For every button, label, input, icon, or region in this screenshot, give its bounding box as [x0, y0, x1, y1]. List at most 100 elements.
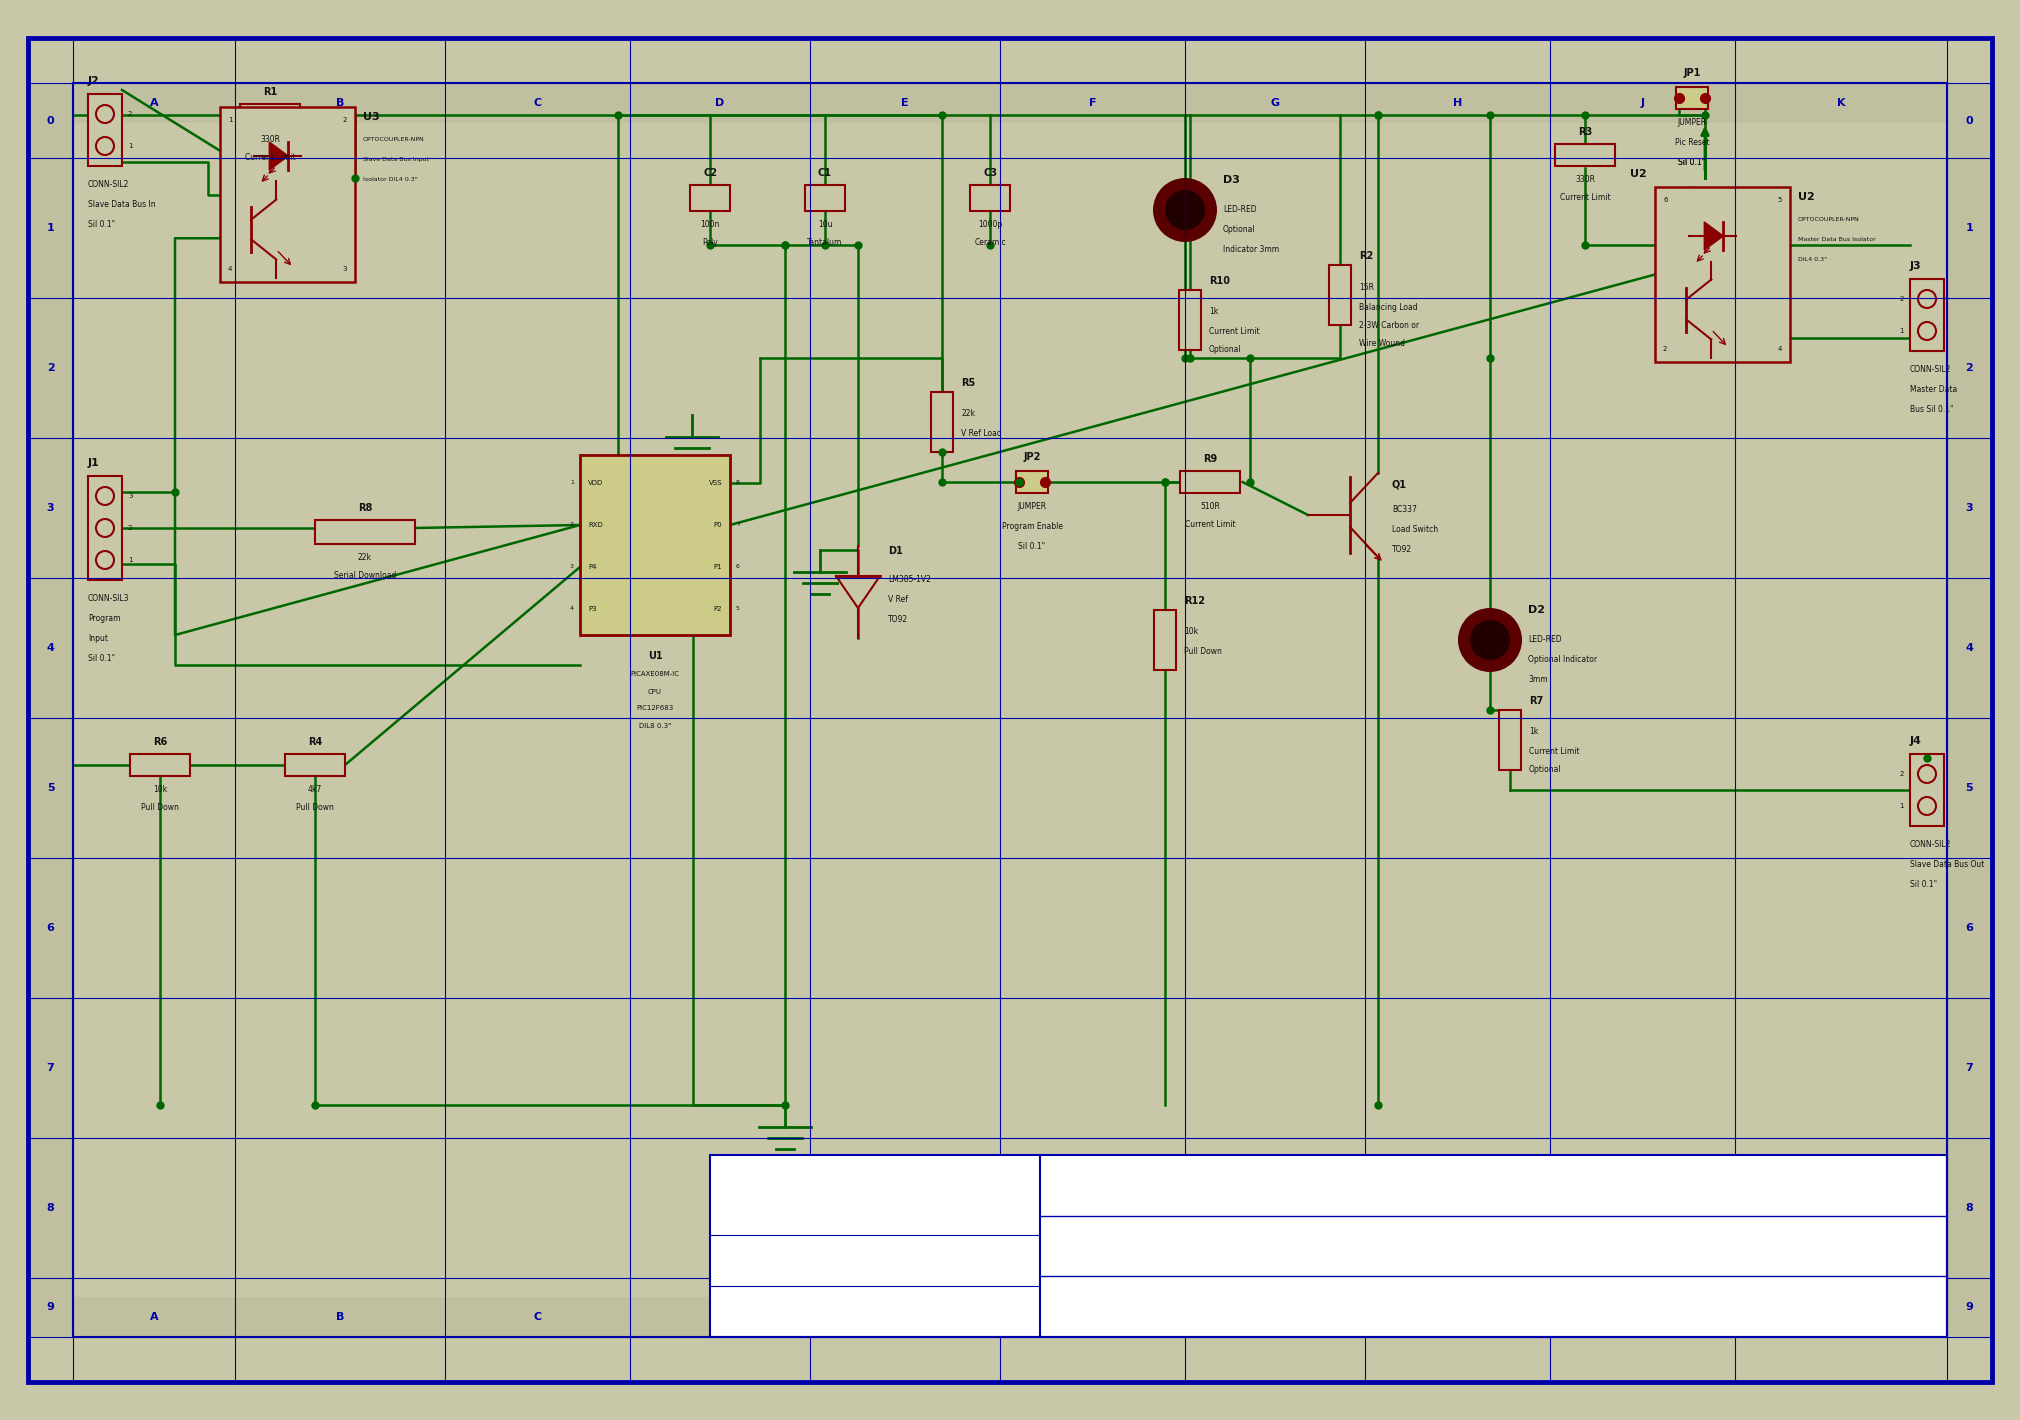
Text: Poly: Poly	[703, 239, 717, 247]
Text: 1: 1	[570, 480, 574, 486]
Bar	[28, 858, 73, 998]
Text: 5: 5	[46, 782, 55, 792]
Bar	[129, 754, 190, 775]
Text: 10u: 10u	[818, 220, 832, 229]
Text: Slave Data Bus Input: Slave Data Bus Input	[364, 158, 428, 162]
Text: 0: 0	[1965, 115, 1974, 125]
Polygon shape	[269, 142, 289, 170]
Text: Sil 0.1": Sil 0.1"	[1679, 158, 1705, 168]
Bar	[73, 82, 1947, 1338]
Bar	[1555, 143, 1616, 166]
Bar	[1735, 82, 1947, 124]
Text: CONN-SIL3: CONN-SIL3	[89, 594, 129, 604]
Text: 22k: 22k	[358, 552, 372, 562]
Text: Current Limit: Current Limit	[1559, 193, 1610, 202]
Text: 4: 4	[570, 606, 574, 612]
Bar	[806, 185, 844, 212]
Bar	[810, 1296, 1000, 1338]
Text: B: B	[335, 98, 343, 108]
Text: K: K	[1836, 98, 1844, 108]
Text: JUMPER: JUMPER	[1018, 503, 1046, 511]
Text: CPU: CPU	[648, 689, 663, 694]
Text: D3: D3	[1222, 175, 1240, 185]
Text: Master Data Bus Isolator: Master Data Bus Isolator	[1798, 237, 1877, 241]
Text: 8: 8	[46, 1203, 55, 1213]
Text: 6: 6	[1662, 197, 1666, 203]
Text: 1: 1	[127, 143, 133, 149]
Circle shape	[1166, 190, 1206, 230]
Text: 330R: 330R	[261, 135, 281, 143]
Text: 3: 3	[46, 503, 55, 513]
Text: (peter@solarvan.gotadsl.co.uk): (peter@solarvan.gotadsl.co.uk)	[798, 1262, 951, 1272]
Text: LED-RED: LED-RED	[1222, 204, 1256, 214]
Bar	[1000, 82, 1186, 124]
Text: V Ref Load: V Ref Load	[962, 429, 1002, 439]
Text: LM385-1V2: LM385-1V2	[889, 575, 931, 585]
Text: Optional Indicator: Optional Indicator	[1527, 655, 1598, 665]
Bar	[285, 754, 345, 775]
Bar	[1947, 437, 1992, 578]
Bar	[1180, 290, 1202, 349]
Circle shape	[1458, 608, 1521, 672]
Text: DIL4 0.3": DIL4 0.3"	[1798, 257, 1828, 263]
Text: C2: C2	[703, 168, 717, 178]
Text: 3mm: 3mm	[1527, 674, 1547, 684]
Text: Optional: Optional	[1222, 224, 1256, 234]
Text: RXD: RXD	[588, 523, 602, 528]
Polygon shape	[836, 577, 881, 608]
Bar	[1549, 82, 1735, 124]
Bar	[89, 476, 121, 579]
Bar	[1549, 1296, 1735, 1338]
Text: 7: 7	[46, 1064, 55, 1074]
Text: R12: R12	[1184, 596, 1206, 606]
Text: U2: U2	[1630, 169, 1646, 179]
Text: Ceramic: Ceramic	[974, 239, 1006, 247]
Text: Page:: Page:	[1054, 1287, 1087, 1296]
Text: Indicator 3mm: Indicator 3mm	[1222, 246, 1279, 254]
Text: 4: 4	[46, 643, 55, 653]
Bar	[28, 437, 73, 578]
Text: 4: 4	[1965, 643, 1974, 653]
Bar	[1735, 1296, 1947, 1338]
Text: Slave Data Bus Out: Slave Data Bus Out	[1911, 861, 1984, 869]
Text: BC337: BC337	[1392, 506, 1416, 514]
Text: JP2: JP2	[1024, 452, 1040, 462]
Text: P4: P4	[588, 564, 596, 569]
Text: 4: 4	[228, 266, 232, 273]
Text: R2: R2	[1359, 251, 1374, 261]
Bar	[630, 82, 810, 124]
Text: Sil 0.1": Sil 0.1"	[89, 655, 115, 663]
Text: 9/8/2008: 9/8/2008	[1095, 1198, 1139, 1208]
Text: R4: R4	[307, 737, 321, 747]
Text: 5: 5	[735, 606, 739, 612]
Text: R8: R8	[358, 503, 372, 513]
Text: 6: 6	[735, 565, 739, 569]
Text: Sil 0.1": Sil 0.1"	[1679, 158, 1705, 168]
Text: A: A	[149, 1312, 158, 1322]
Text: Sil 0.1": Sil 0.1"	[89, 220, 115, 229]
Text: CONN-SIL2: CONN-SIL2	[1911, 841, 1951, 849]
Text: F: F	[1089, 1312, 1097, 1322]
Text: Sil 0.1": Sil 0.1"	[1911, 880, 1937, 889]
Text: 3: 3	[127, 493, 133, 498]
Text: C3: C3	[984, 168, 998, 178]
Bar	[1947, 858, 1992, 998]
Text: Sil 0.1": Sil 0.1"	[1018, 542, 1046, 551]
Text: 2: 2	[343, 116, 347, 124]
Text: P2: P2	[713, 606, 721, 612]
Text: G: G	[1271, 98, 1279, 108]
Text: 2: 2	[1662, 346, 1666, 352]
Text: C1: C1	[818, 168, 832, 178]
Text: 1000p: 1000p	[978, 220, 1002, 229]
Bar	[315, 520, 414, 544]
Bar	[1911, 754, 1943, 826]
Text: PIC12F683: PIC12F683	[636, 704, 673, 711]
Bar	[691, 185, 729, 212]
Text: 8: 8	[735, 480, 739, 486]
Text: H: H	[1452, 1312, 1462, 1322]
Bar	[1186, 82, 1366, 124]
Text: 4: 4	[1778, 346, 1782, 352]
Bar	[73, 82, 234, 124]
Text: 7: 7	[735, 523, 739, 527]
Text: 10k: 10k	[154, 785, 168, 794]
